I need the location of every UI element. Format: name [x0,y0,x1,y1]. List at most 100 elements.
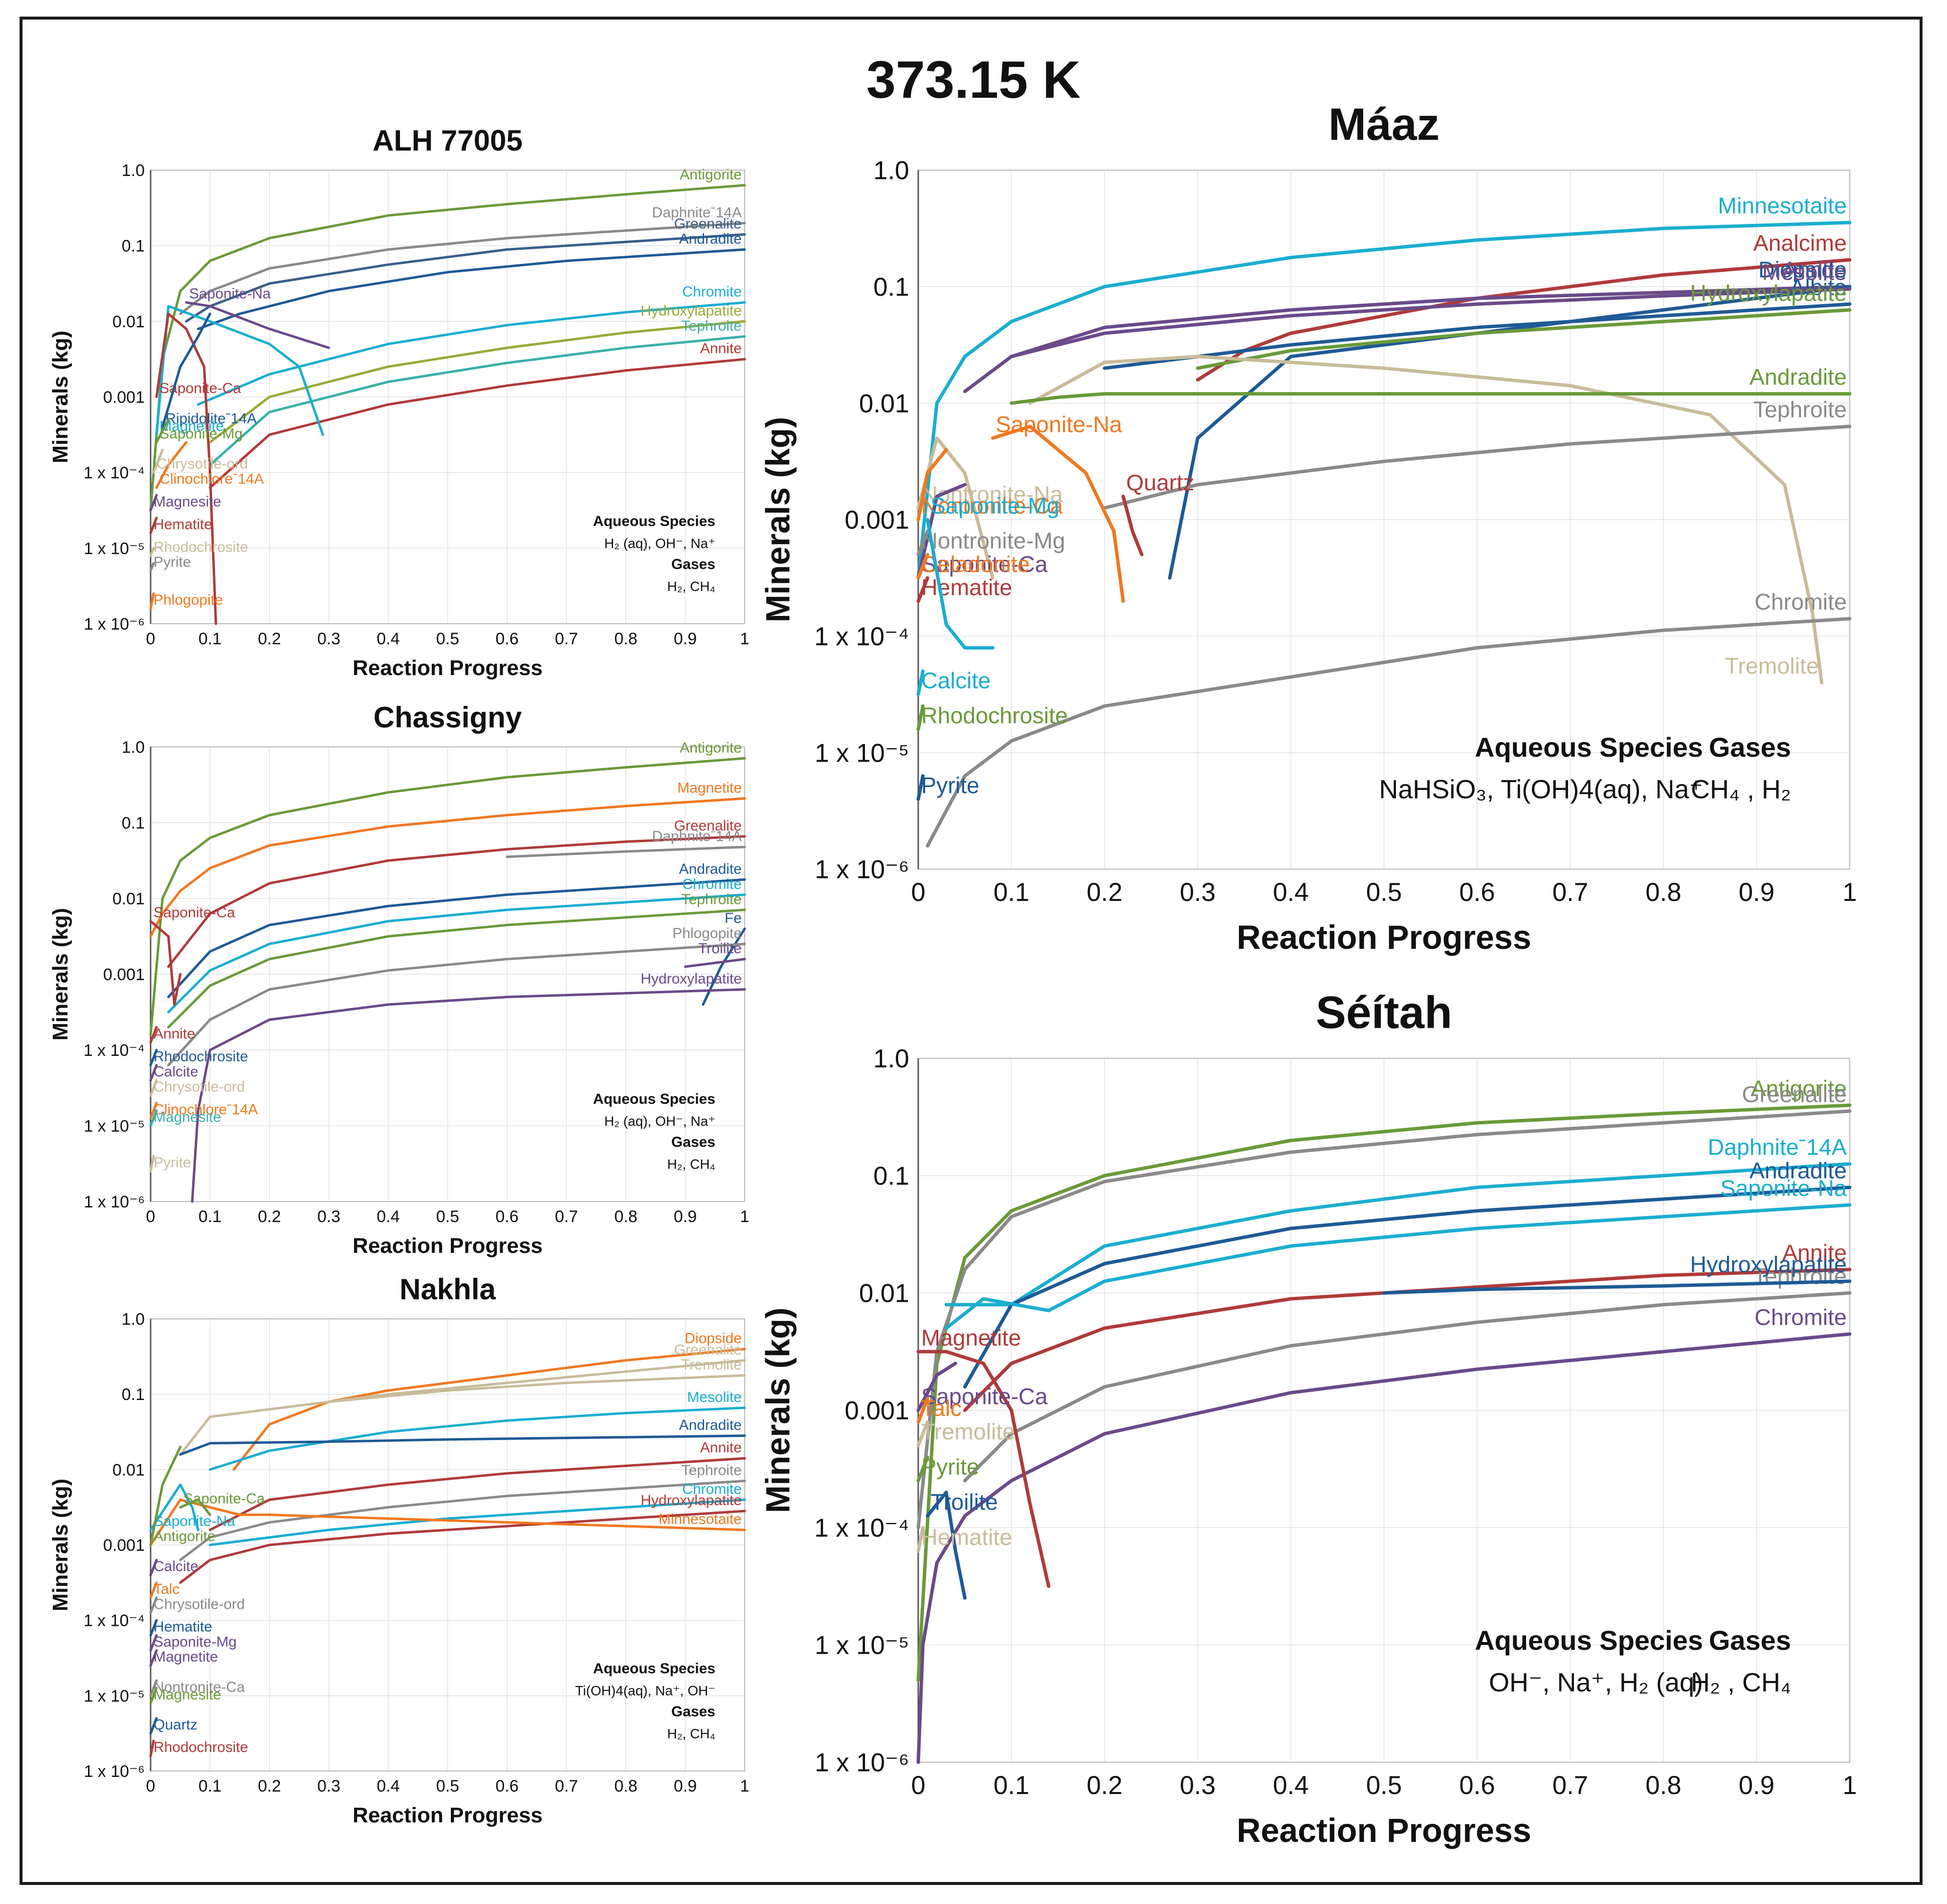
series-line-hematite [916,576,929,603]
aqueous-species: H₂ (aq), OH⁻, Na⁺ [604,536,715,551]
series-label-andradite: Andradite [679,1417,742,1433]
series-label-mesolite: Mesolite [687,1389,742,1405]
y-tick-label: 1.0 [122,738,145,757]
x-tick-label: 0.3 [317,1777,340,1795]
series-label-hematite: Hematite [921,574,1012,600]
series-line-saponite-ca [179,1498,211,1516]
series-label-rhodochrosite: Rhodochrosite [154,539,248,555]
series-label-hematite: Hematite [154,1619,212,1635]
x-tick-label: 0 [146,1777,155,1795]
series-label-saponite-ca: Saponite-Ca [921,1384,1048,1409]
series-label-talc: Talc [921,1396,962,1421]
x-tick-label: 0.8 [614,1777,637,1795]
series-label-andradite: Andradite [1749,364,1847,390]
series-label-saponite-mg: Saponite-Mg [930,493,1060,519]
series-line-annite [149,1026,158,1044]
series-line-saponite-mg [149,1634,158,1652]
series-line-pyrite [149,562,155,572]
series-line-chrysotile-ord [149,1596,158,1614]
series-label-nontronite-ca: Nontronite-Ca [154,1679,245,1695]
series-label-annite: Annite [700,1440,742,1456]
series-line-hematite [149,1619,158,1637]
series-line-clinochlore-14a [155,441,188,489]
x-tick-label: 0.3 [317,1207,340,1226]
x-axis-label: Reaction Progress [1237,919,1531,956]
y-tick-label: 1 x 10⁻⁴ [814,1514,909,1543]
series-line-andradite [1010,392,1852,405]
x-tick-label: 1 [1842,1771,1857,1800]
series-label-hematite: Hematite [921,1525,1012,1550]
aqueous-species: OH⁻, Na⁺, H₂ (aq) [1489,1668,1703,1697]
series-label-minnesotaite: Minnesotaite [659,1511,742,1528]
series-line-tephroite [209,335,746,466]
aqueous-heading: Aqueous Species [593,1091,715,1107]
series-line-tephroite [963,1291,1852,1483]
series-line-tephroite [167,908,746,1029]
x-tick-label: 1 [740,1207,750,1226]
y-axis-label: Minerals (kg) [48,908,72,1040]
series-line-rhodochrosite [149,1739,155,1757]
series-label-minnesotaite: Minnesotaite [1718,193,1847,219]
series-label-chrysotile-ord: Chrysotile-ord [154,1079,245,1095]
series-line-saponite-mg [926,518,995,650]
x-tick-label: 0.6 [1459,878,1495,907]
series-label-rhodochrosite: Rhodochrosite [154,1049,248,1065]
series-label-saponite-na: Saponite-Na [1721,1175,1847,1201]
series-label-saponite-na: Saponite-Na [189,286,271,302]
y-tick-label: 1 x 10⁻⁴ [84,1612,145,1630]
series-label-pyrite: Pyrite [921,1454,979,1480]
series-line-diopside [1168,285,1852,580]
series-label-magnesite: Magnesite [154,1686,221,1703]
series-line-magnetite [149,1649,158,1667]
series-line-chromite [197,301,746,406]
series-label-antigorite: Antigorite [154,1529,216,1545]
y-tick-label: 0.001 [103,965,145,984]
chart-chassigny: Chassigny 0 0.1 0.2 0.3 0.4 0.5 0.6 0.7 0.8 0.9 1 1 … [48,701,749,1258]
series-line-rhodochrosite [149,1049,158,1067]
x-tick-label: 0.1 [199,1777,221,1795]
series-line-tremolite [916,1420,929,1447]
series-line-quartz [1121,494,1144,556]
series-label-antigorite: Antigorite [680,167,742,183]
series-label-magnesite: Magnesite [154,494,221,510]
y-tick-label: 1 x 10⁻⁶ [815,855,909,884]
x-axis-label: Reaction Progress [353,656,543,680]
series-label-pyrite: Pyrite [154,554,191,570]
gases: H₂, CH₄ [667,1726,715,1741]
series-label-saponite-na: Saponite-Na [996,412,1122,437]
x-tick-label: 0.9 [1739,878,1774,907]
series-label-greenalite: Greenalite [674,818,742,834]
chart-title: Máaz [1328,99,1439,150]
series-label-saponite-ca: Saponite-Ca [921,551,1048,577]
x-tick-label: 0.4 [1273,1771,1308,1800]
series-label-calcite: Calcite [154,1558,199,1575]
series-line-magnesite [149,1109,158,1127]
series-line-quartz [149,1717,158,1735]
series-label-quartz: Quartz [1126,470,1195,495]
chart-maaz: Máaz 0 0.1 0.2 0.3 0.4 0.5 0.6 0.7 0.8 0.9 1 1 x 10⁻… [760,99,1857,956]
series-line-chromite [209,1498,746,1546]
series-line-magnetite [149,797,746,938]
series-label-magnetite: Magnetite [921,1325,1021,1351]
x-axis-label: Reaction Progress [1237,1812,1531,1849]
series-label-hematite: Hematite [154,516,212,532]
series-line-pyrite [149,1155,155,1173]
series-line-nontronite-ca [149,1679,158,1697]
y-tick-label: 1 x 10⁻⁵ [84,1117,145,1136]
x-tick-label: 0.6 [495,1207,518,1226]
x-tick-label: 0.2 [258,1207,281,1226]
series-line-hematite [149,517,158,534]
series-line-troilite [684,958,746,968]
series-line-diopside [232,1348,746,1471]
y-axis-label: Minerals (kg) [760,1308,797,1513]
series-line-daphnite-14a [179,221,746,315]
series-label-tephroite: Tephroite [1753,397,1847,422]
series-label-annite: Annite [1782,257,1847,283]
series-label-tremolite: Tremolite [681,1357,742,1373]
chart-title: Nakhla [399,1273,496,1306]
y-tick-label: 0.001 [103,1536,145,1555]
series-line-hydroxylapatite [1196,308,1852,370]
series-label-andradite: Andradite [1749,1158,1847,1183]
x-tick-label: 0.7 [555,1207,578,1226]
x-tick-label: 0.4 [1273,878,1308,907]
